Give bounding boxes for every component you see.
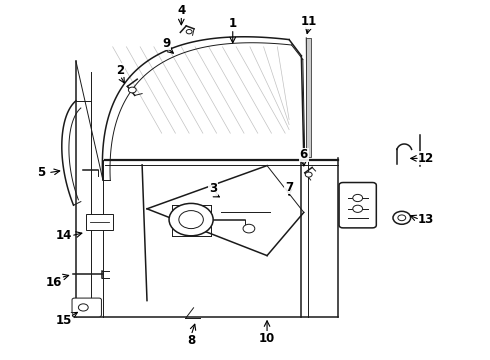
Text: 11: 11	[300, 15, 317, 28]
Circle shape	[186, 30, 192, 34]
Text: 10: 10	[259, 332, 275, 345]
Text: 14: 14	[55, 229, 72, 242]
Text: 6: 6	[300, 148, 308, 161]
Circle shape	[305, 172, 312, 177]
Text: 7: 7	[285, 181, 293, 194]
Text: 4: 4	[177, 4, 185, 17]
Text: 5: 5	[38, 166, 46, 179]
Circle shape	[393, 211, 411, 224]
Circle shape	[179, 211, 203, 229]
Text: 1: 1	[229, 17, 237, 30]
Text: 9: 9	[163, 37, 171, 50]
Circle shape	[353, 194, 363, 202]
Text: 8: 8	[187, 334, 195, 347]
Text: 15: 15	[55, 314, 72, 327]
Bar	[86, 214, 113, 230]
Circle shape	[169, 203, 213, 236]
FancyBboxPatch shape	[72, 298, 101, 317]
Circle shape	[398, 215, 406, 221]
Text: 2: 2	[116, 64, 124, 77]
Circle shape	[353, 205, 363, 212]
FancyBboxPatch shape	[339, 183, 376, 228]
Circle shape	[78, 304, 88, 311]
Bar	[306, 38, 311, 157]
Text: 16: 16	[46, 276, 62, 289]
Circle shape	[243, 224, 255, 233]
Text: 13: 13	[418, 213, 435, 226]
Text: 3: 3	[209, 183, 217, 195]
Text: 12: 12	[418, 152, 435, 165]
Circle shape	[128, 87, 136, 93]
